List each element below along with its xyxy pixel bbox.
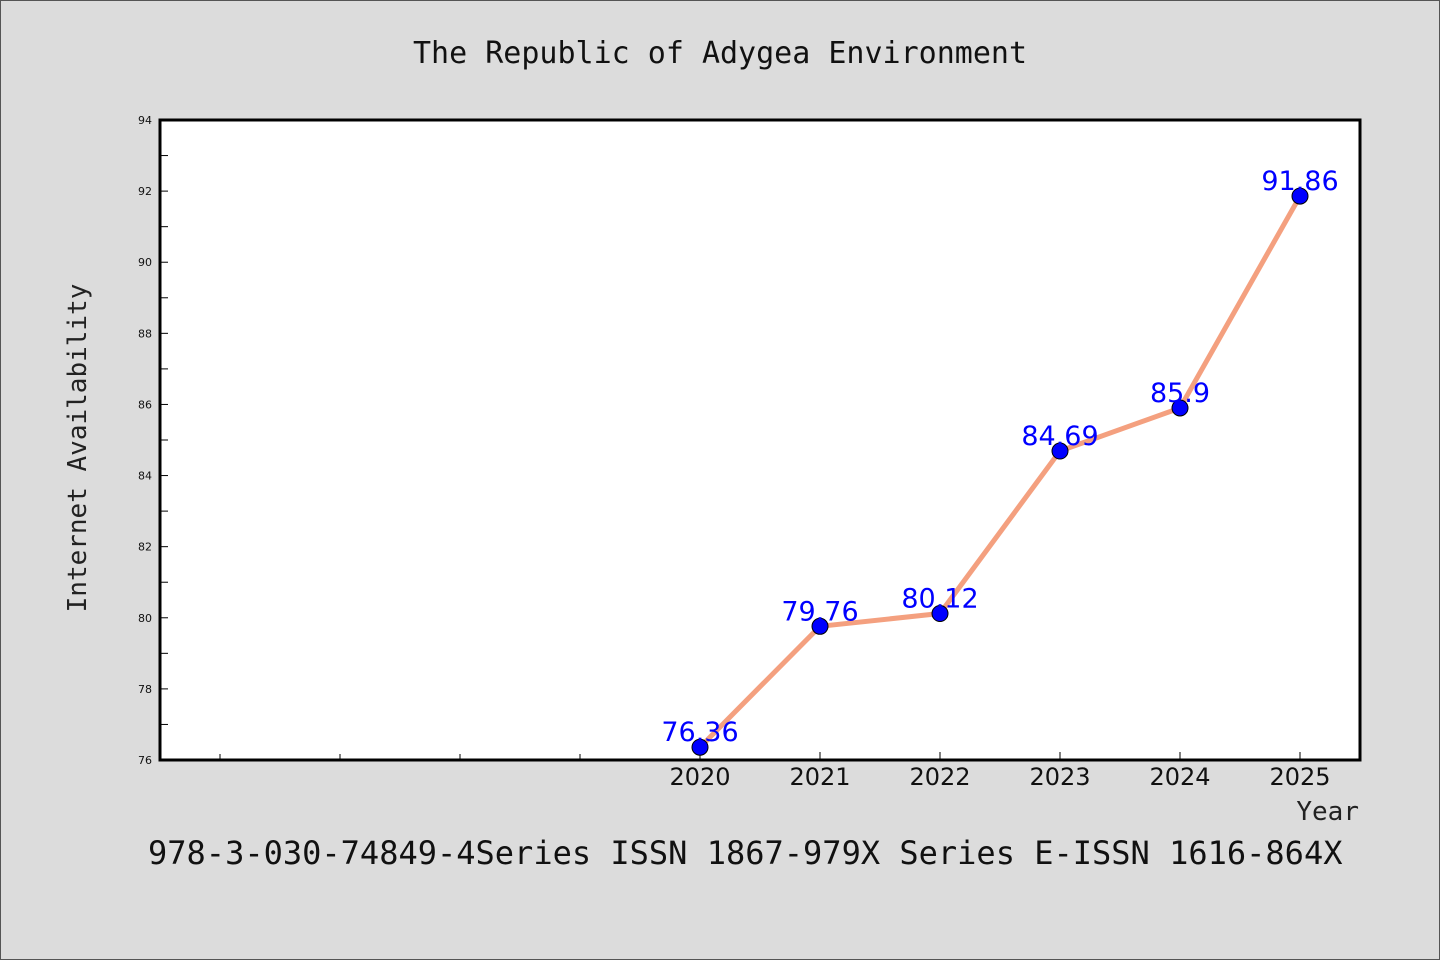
- y-tick-label: 78: [138, 683, 152, 696]
- data-label: 79.76: [781, 596, 858, 627]
- data-point: [811, 617, 829, 635]
- y-tick-label: 76: [138, 754, 152, 767]
- series-group: 76.36 79.76 80.12 84.69 85.9 91.86: [661, 166, 1339, 756]
- series-line: [698, 194, 1303, 749]
- y-tick-label: 90: [138, 256, 152, 269]
- y-tick-label: 82: [138, 541, 152, 554]
- y-tick-label: 94: [138, 114, 152, 127]
- data-point: [1171, 399, 1189, 417]
- data-label: 80.12: [901, 584, 978, 615]
- data-label: 85.9: [1150, 378, 1210, 409]
- data-point: [1051, 442, 1069, 460]
- y-axis-label: Internet Availability: [63, 284, 93, 613]
- x-tick-label: 2024: [1149, 763, 1210, 791]
- x-axis: 2020 2021 2022 2023 2024 2025: [219, 752, 1331, 791]
- y-tick-label: 86: [138, 398, 152, 411]
- y-tick-label: 88: [138, 327, 152, 340]
- y-tick-label: 84: [138, 470, 152, 483]
- footer-text: 978-3-030-74849-4Series ISSN 1867-979X S…: [148, 834, 1342, 872]
- data-label: 84.69: [1021, 421, 1098, 452]
- x-tick-label: 2022: [909, 763, 970, 791]
- data-point: [691, 738, 709, 756]
- x-axis-label: Year: [1296, 797, 1359, 827]
- y-tick-label: 80: [138, 612, 152, 625]
- data-label: 76.36: [661, 717, 738, 748]
- y-axis: 76 78 80 82 84 86 88 90 92 94: [138, 114, 168, 767]
- x-tick-label: 2020: [669, 763, 730, 791]
- x-tick-label: 2023: [1029, 763, 1090, 791]
- y-tick-label: 92: [138, 185, 152, 198]
- data-label: 91.86: [1261, 166, 1338, 197]
- data-point: [1291, 187, 1309, 205]
- plot-area: [158, 118, 1362, 762]
- x-tick-label: 2021: [789, 763, 850, 791]
- x-tick-label: 2025: [1269, 763, 1330, 791]
- data-point: [931, 605, 949, 623]
- chart-title: The Republic of Adygea Environment: [413, 36, 1027, 71]
